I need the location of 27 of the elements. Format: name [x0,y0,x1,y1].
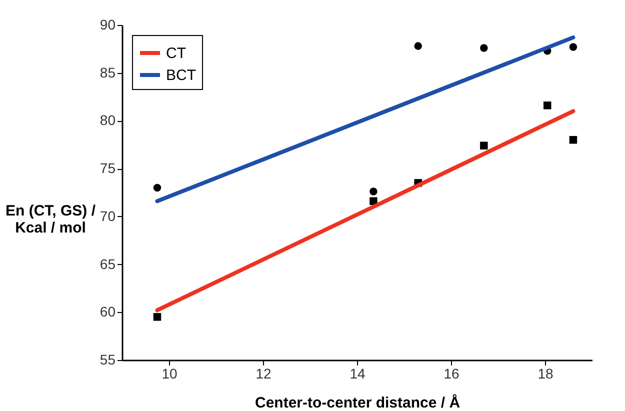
y-tick-label: 80 [100,112,116,128]
point [153,313,162,321]
point [370,188,378,196]
x-axis-title: Center-to-center distance / Å [254,394,460,411]
x-tick-label: 16 [444,366,460,382]
y-axis-title: En (CT, GS) / Kcal / mol [6,202,96,236]
point [414,42,422,50]
point [569,136,578,144]
point [480,142,488,150]
point [153,184,162,192]
x-tick-label: 10 [162,366,178,382]
x-tick-label: 14 [350,366,366,382]
legend-label: BCT [166,67,196,84]
point [480,44,488,52]
x-tick-label: 12 [256,366,272,382]
y-tick-label: 90 [100,16,116,32]
y-tick-label: 60 [100,304,116,320]
y-tick-label: 85 [100,64,116,80]
y-tick-label: 70 [100,208,116,224]
legend-label: CT [166,45,186,62]
point [569,43,578,51]
y-tick-label: 75 [100,160,116,176]
x-tick-label: 18 [538,366,554,382]
y-tick-label: 55 [100,352,116,368]
y-tick-label: 65 [100,256,116,272]
point [543,102,552,110]
point [370,197,378,205]
